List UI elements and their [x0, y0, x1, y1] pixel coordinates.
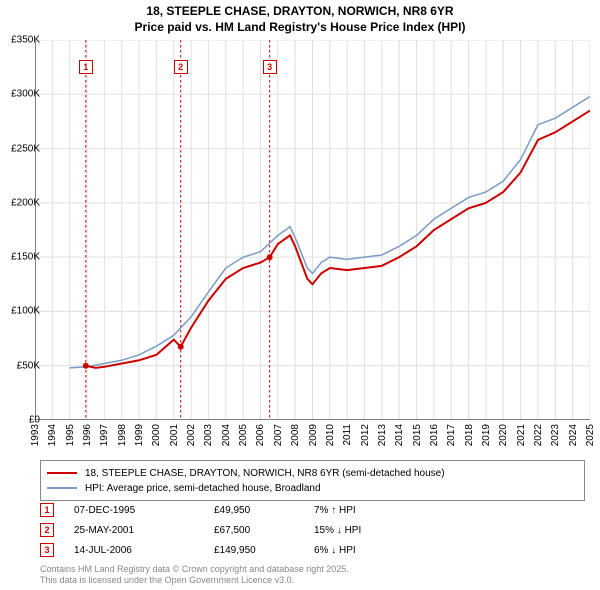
y-tick-label: £350K: [11, 35, 40, 46]
title-line-2: Price paid vs. HM Land Registry's House …: [0, 20, 600, 36]
x-tick-label: 1998: [117, 424, 128, 446]
x-tick-label: 2022: [533, 424, 544, 446]
x-tick-label: 2008: [290, 424, 301, 446]
footer: Contains HM Land Registry data © Crown c…: [40, 564, 349, 586]
x-tick-label: 2023: [550, 424, 561, 446]
sales-row: 3 14-JUL-2006£149,9506% ↓ HPI: [40, 540, 434, 560]
x-tick-label: 1993: [30, 424, 41, 446]
x-tick-label: 2021: [516, 424, 527, 446]
footer-line-1: Contains HM Land Registry data © Crown c…: [40, 564, 349, 575]
x-tick-label: 2001: [169, 424, 180, 446]
x-tick-label: 2013: [377, 424, 388, 446]
sale-row-marker: 3: [40, 543, 54, 557]
legend: 18, STEEPLE CHASE, DRAYTON, NORWICH, NR8…: [40, 460, 585, 501]
x-tick-label: 2017: [446, 424, 457, 446]
chart-svg: [35, 40, 590, 420]
legend-row-price: 18, STEEPLE CHASE, DRAYTON, NORWICH, NR8…: [47, 466, 578, 480]
x-tick-label: 1999: [134, 424, 145, 446]
sale-price: £149,950: [214, 545, 314, 556]
x-tick-label: 1996: [82, 424, 93, 446]
x-tick-label: 2015: [412, 424, 423, 446]
sale-row-marker: 1: [40, 503, 54, 517]
sale-price: £49,950: [214, 505, 314, 516]
legend-swatch-price: [47, 472, 77, 475]
x-tick-label: 2011: [342, 424, 353, 446]
x-tick-label: 1994: [47, 424, 58, 446]
y-tick-label: £200K: [11, 197, 40, 208]
x-tick-label: 2005: [238, 424, 249, 446]
sale-marker-3: 3: [263, 60, 277, 74]
footer-line-2: This data is licensed under the Open Gov…: [40, 575, 349, 586]
x-tick-label: 2018: [464, 424, 475, 446]
x-tick-label: 2003: [203, 424, 214, 446]
sales-table: 1 07-DEC-1995£49,9507% ↑ HPI 2 25-MAY-2001£…: [40, 500, 434, 560]
x-tick-label: 2009: [308, 424, 319, 446]
x-tick-label: 2012: [360, 424, 371, 446]
chart-title: 18, STEEPLE CHASE, DRAYTON, NORWICH, NR8…: [0, 0, 600, 35]
y-tick-label: £50K: [17, 360, 40, 371]
sale-date: 14-JUL-2006: [74, 545, 214, 556]
x-tick-label: 2014: [394, 424, 405, 446]
sale-row-marker: 2: [40, 523, 54, 537]
sale-price: £67,500: [214, 525, 314, 536]
sale-marker-1: 1: [79, 60, 93, 74]
x-tick-label: 2020: [498, 424, 509, 446]
y-tick-label: £150K: [11, 252, 40, 263]
sale-date: 07-DEC-1995: [74, 505, 214, 516]
sales-row: 1 07-DEC-1995£49,9507% ↑ HPI: [40, 500, 434, 520]
legend-row-hpi: HPI: Average price, semi-detached house,…: [47, 481, 578, 495]
x-tick-label: 2019: [481, 424, 492, 446]
x-tick-label: 2025: [585, 424, 596, 446]
x-tick-label: 2024: [568, 424, 579, 446]
chart-container: 18, STEEPLE CHASE, DRAYTON, NORWICH, NR8…: [0, 0, 600, 590]
y-tick-label: £250K: [11, 143, 40, 154]
title-line-1: 18, STEEPLE CHASE, DRAYTON, NORWICH, NR8…: [0, 4, 600, 20]
x-tick-label: 1997: [99, 424, 110, 446]
legend-label-hpi: HPI: Average price, semi-detached house,…: [85, 483, 321, 494]
sale-date: 25-MAY-2001: [74, 525, 214, 536]
legend-swatch-hpi: [47, 487, 77, 489]
x-tick-label: 2007: [273, 424, 284, 446]
x-tick-label: 2000: [151, 424, 162, 446]
x-tick-label: 2010: [325, 424, 336, 446]
sale-hpi: 15% ↓ HPI: [314, 525, 434, 536]
sales-row: 2 25-MAY-2001£67,50015% ↓ HPI: [40, 520, 434, 540]
x-tick-label: 1995: [65, 424, 76, 446]
sale-hpi: 7% ↑ HPI: [314, 505, 434, 516]
y-tick-label: £300K: [11, 89, 40, 100]
x-tick-label: 2002: [186, 424, 197, 446]
legend-label-price: 18, STEEPLE CHASE, DRAYTON, NORWICH, NR8…: [85, 468, 445, 479]
x-tick-label: 2006: [255, 424, 266, 446]
x-tick-label: 2016: [429, 424, 440, 446]
y-tick-label: £100K: [11, 306, 40, 317]
sale-marker-2: 2: [174, 60, 188, 74]
x-tick-label: 2004: [221, 424, 232, 446]
sale-hpi: 6% ↓ HPI: [314, 545, 434, 556]
